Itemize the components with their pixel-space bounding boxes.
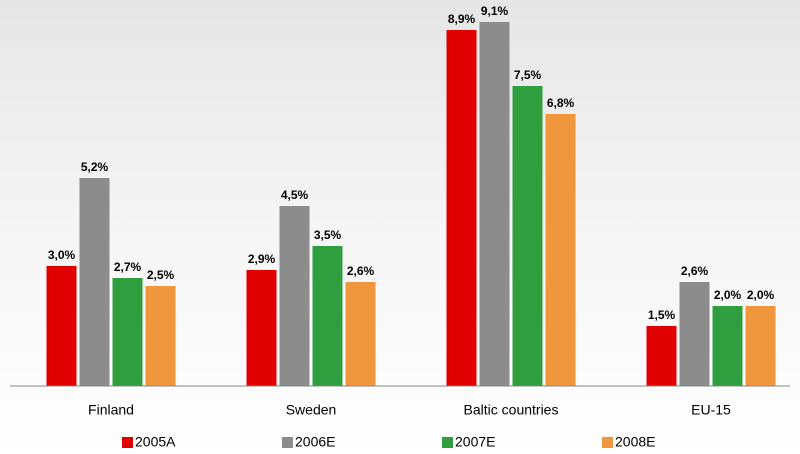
bar xyxy=(79,178,110,386)
legend-label: 2007E xyxy=(455,434,495,450)
data-label: 2,9% xyxy=(248,252,276,266)
x-tick-label: Baltic countries xyxy=(464,402,559,418)
data-label: 3,5% xyxy=(314,228,342,242)
legend-label: 2005A xyxy=(135,434,176,450)
bar xyxy=(246,270,277,386)
data-label: 6,8% xyxy=(547,96,575,110)
legend-swatch xyxy=(282,437,293,448)
legend-swatch xyxy=(442,437,453,448)
legend-swatch xyxy=(122,437,133,448)
data-label: 5,2% xyxy=(81,160,109,174)
data-label: 2,6% xyxy=(681,264,709,278)
bar xyxy=(345,282,376,386)
bar xyxy=(46,266,77,386)
x-tick-label: EU-15 xyxy=(691,402,731,418)
bar xyxy=(145,286,176,386)
legend-swatch xyxy=(602,437,613,448)
bar xyxy=(712,306,743,386)
bar xyxy=(112,278,143,386)
bar xyxy=(479,22,510,386)
data-label: 3,0% xyxy=(48,248,76,262)
bar xyxy=(446,30,477,386)
bar xyxy=(745,306,776,386)
data-label: 2,0% xyxy=(714,288,742,302)
data-label: 1,5% xyxy=(648,308,676,322)
bar xyxy=(279,206,310,386)
data-label: 4,5% xyxy=(281,188,309,202)
bar xyxy=(312,246,343,386)
data-label: 9,1% xyxy=(481,4,509,18)
bar xyxy=(679,282,710,386)
x-tick-label: Sweden xyxy=(286,402,337,418)
bar xyxy=(545,114,576,386)
x-tick-label: Finland xyxy=(88,402,134,418)
data-label: 2,6% xyxy=(347,264,375,278)
legend-label: 2006E xyxy=(295,434,335,450)
bar xyxy=(646,326,677,386)
bar xyxy=(512,86,543,386)
data-label: 2,0% xyxy=(747,288,775,302)
data-label: 2,5% xyxy=(147,268,175,282)
data-label: 2,7% xyxy=(114,260,142,274)
legend-label: 2008E xyxy=(615,434,655,450)
data-label: 7,5% xyxy=(514,68,542,82)
data-label: 8,9% xyxy=(448,12,476,26)
